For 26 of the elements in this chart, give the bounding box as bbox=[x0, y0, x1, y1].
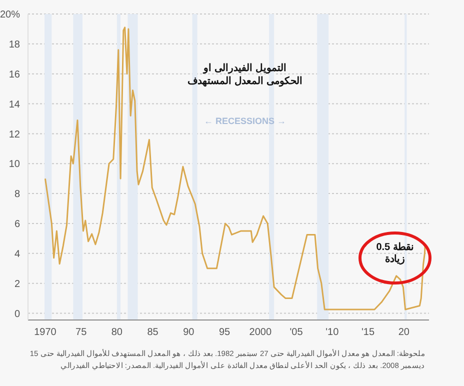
y-tick-label: 2 bbox=[14, 278, 20, 290]
x-tick-label: '15 bbox=[362, 327, 375, 338]
y-tick-label: 6 bbox=[14, 219, 20, 230]
y-tick-label: 18 bbox=[8, 39, 20, 50]
x-tick-label: '10 bbox=[326, 327, 340, 338]
y-tick-label: 12 bbox=[8, 129, 20, 140]
y-tick-label: 0 bbox=[14, 308, 20, 320]
x-tick-label: '05 bbox=[290, 327, 304, 338]
x-tick-label: 90 bbox=[183, 327, 195, 338]
annotation: نقطة 0.5 زيادة bbox=[375, 242, 415, 266]
x-tick-label: 2000 bbox=[249, 327, 272, 338]
x-tick-label: 75 bbox=[76, 327, 88, 338]
y-tick-label: 8 bbox=[14, 189, 20, 200]
y-tick-label: 20% bbox=[0, 10, 20, 21]
y-tick-label: 4 bbox=[14, 248, 20, 260]
x-tick-label: 20 bbox=[398, 327, 410, 338]
x-tick-label: 95 bbox=[218, 327, 231, 338]
annotation: التمويل الفيدرالى او الحكومى المعدل المستهدف bbox=[186, 62, 304, 88]
annotation: ← RECESSIONS → bbox=[202, 116, 287, 126]
x-tick-label: 80 bbox=[111, 327, 123, 338]
x-tick-label: 1970 bbox=[34, 327, 57, 338]
x-tick-label: 85 bbox=[147, 327, 159, 338]
y-tick-label: 14 bbox=[8, 99, 20, 110]
y-tick-label: 16 bbox=[8, 69, 20, 80]
y-tick-label: 10 bbox=[8, 159, 20, 170]
line-series bbox=[44, 26, 426, 310]
